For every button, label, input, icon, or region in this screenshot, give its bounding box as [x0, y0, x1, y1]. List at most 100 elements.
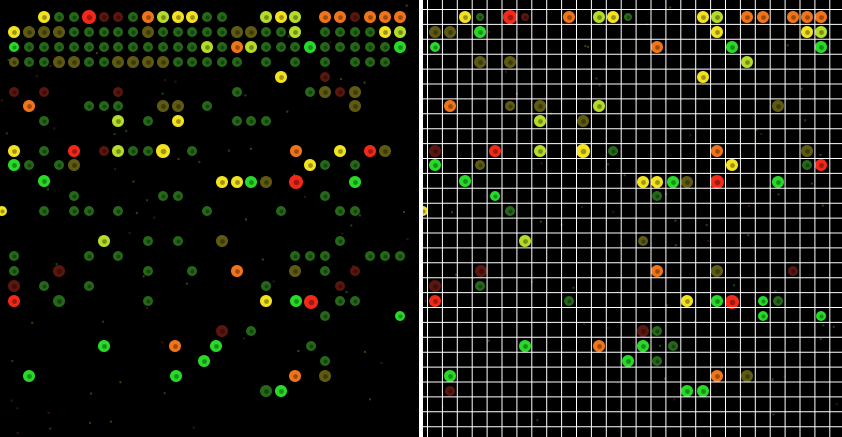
right-spot — [668, 341, 678, 351]
left-noise-speck — [89, 392, 92, 395]
left-spot — [143, 236, 153, 246]
right-noise-speck — [505, 70, 507, 73]
left-spot — [112, 115, 124, 127]
right-spot — [637, 176, 649, 188]
right-spot — [711, 11, 723, 23]
right-spot — [476, 13, 484, 21]
right-noise-speck — [832, 325, 835, 328]
left-spot — [305, 251, 315, 261]
left-spot — [216, 176, 228, 188]
right-spot — [576, 144, 590, 158]
right-spot — [534, 100, 546, 112]
right-spot — [637, 325, 649, 337]
left-spot — [173, 191, 183, 201]
right-spot — [757, 11, 769, 23]
left-noise-speck — [363, 350, 366, 353]
right-spot — [622, 355, 634, 367]
left-spot — [365, 251, 375, 261]
right-noise-speck — [693, 320, 696, 323]
left-noise-speck — [142, 275, 145, 278]
left-noise-speck — [135, 212, 138, 215]
left-noise-speck — [405, 4, 408, 7]
left-spot — [113, 251, 123, 261]
left-spot — [349, 100, 361, 112]
left-noise-speck — [0, 99, 3, 102]
left-spot — [54, 160, 64, 170]
left-spot — [84, 251, 94, 261]
left-spot — [394, 11, 406, 23]
right-spot — [445, 386, 455, 396]
left-spot — [275, 385, 287, 397]
right-noise-speck — [748, 204, 751, 207]
left-spot — [54, 12, 64, 22]
left-noise-speck — [192, 426, 195, 429]
left-spot — [290, 295, 302, 307]
left-spot — [112, 56, 124, 68]
right-noise-speck — [612, 210, 615, 213]
right-spot — [815, 159, 827, 171]
left-spot — [380, 42, 390, 52]
left-spot — [172, 100, 184, 112]
left-spot — [304, 295, 318, 309]
left-noise-speck — [304, 195, 306, 198]
right-spot — [593, 100, 605, 112]
right-spot — [429, 145, 441, 157]
left-spot — [260, 385, 272, 397]
left-spot — [98, 340, 110, 352]
left-noise-speck — [161, 92, 164, 95]
left-spot — [350, 57, 360, 67]
left-spot — [319, 370, 331, 382]
right-spot — [726, 159, 738, 171]
left-spot — [157, 11, 169, 23]
left-spot — [261, 42, 271, 52]
right-spot — [801, 145, 813, 157]
right-noise-speck — [747, 234, 750, 237]
left-noise-speck — [341, 232, 344, 235]
right-noise-speck — [606, 327, 609, 330]
right-spot — [681, 295, 693, 307]
left-noise-speck — [119, 381, 122, 384]
left-spot — [113, 206, 123, 216]
right-noise-speck — [623, 174, 626, 177]
right-noise-speck — [674, 244, 677, 247]
left-spot — [261, 57, 271, 67]
right-spot — [577, 115, 589, 127]
left-spot — [157, 56, 169, 68]
left-spot — [127, 56, 139, 68]
left-spot — [379, 145, 391, 157]
left-spot — [8, 26, 20, 38]
left-spot — [290, 57, 300, 67]
right-noise-speck — [822, 324, 825, 327]
right-spot — [563, 11, 575, 23]
left-spot — [9, 266, 19, 276]
left-noise-speck — [287, 35, 290, 38]
left-noise-speck — [352, 265, 355, 267]
left-spot — [246, 326, 256, 336]
right-spot — [652, 356, 662, 366]
right-spot — [505, 101, 515, 111]
left-noise-speck — [146, 199, 149, 202]
left-spot — [216, 235, 228, 247]
left-spot — [261, 116, 271, 126]
left-noise-speck — [250, 147, 252, 150]
left-spot — [24, 42, 34, 52]
left-spot — [394, 26, 406, 38]
right-spot — [681, 176, 693, 188]
left-spot — [246, 116, 256, 126]
left-spot — [53, 56, 65, 68]
left-spot — [320, 27, 330, 37]
left-spot — [142, 26, 154, 38]
left-spot — [68, 145, 80, 157]
left-spot — [23, 26, 35, 38]
left-noise-speck — [47, 411, 50, 414]
right-noise-speck — [819, 153, 822, 156]
left-spot — [210, 340, 222, 352]
left-noise-speck — [153, 216, 156, 219]
panel-divider — [419, 0, 423, 437]
left-spot — [232, 57, 242, 67]
left-spot — [365, 42, 375, 52]
left-noise-speck — [329, 41, 332, 44]
left-spot — [128, 146, 138, 156]
right-noise-speck — [539, 220, 542, 223]
left-noise-speck — [286, 110, 289, 113]
